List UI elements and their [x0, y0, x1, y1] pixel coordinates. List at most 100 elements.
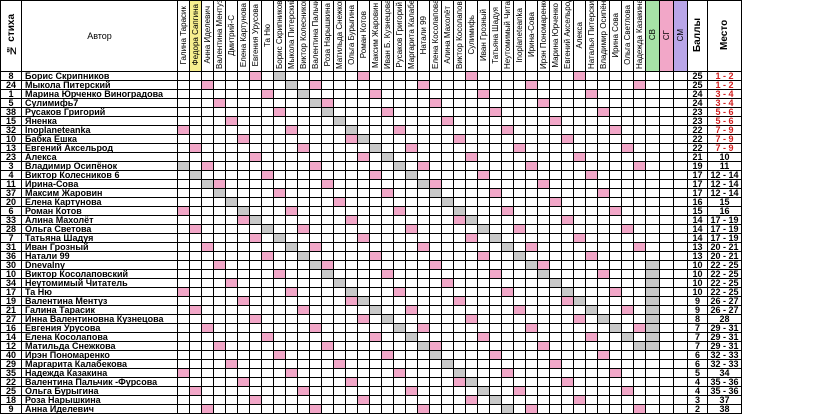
- vote-cell: [465, 71, 478, 81]
- vote-cell: [585, 287, 598, 297]
- stix-number: 30: [0, 260, 22, 270]
- sv-cell: [645, 98, 660, 108]
- vote-cell: [273, 350, 286, 360]
- vote-cell: [225, 188, 238, 198]
- vote-cell: [453, 341, 466, 351]
- vote-cell: [465, 80, 478, 90]
- vote-cell: [225, 404, 238, 414]
- vote-cell: [597, 260, 610, 270]
- vote-cell: [549, 296, 562, 306]
- vote-cell: [297, 125, 310, 135]
- vote-cell: [513, 368, 526, 378]
- header-sv-label: СВ: [648, 29, 657, 41]
- vote-cell: [585, 206, 598, 216]
- sg-cell: [659, 404, 674, 414]
- vote-cell: [309, 206, 322, 216]
- vote-cell: [597, 197, 610, 207]
- vote-cell: [309, 242, 322, 252]
- vote-cell: [261, 368, 274, 378]
- sg-cell: [659, 143, 674, 153]
- vote-cell: [609, 197, 622, 207]
- vote-cell: [381, 395, 394, 405]
- vote-cell: [441, 233, 454, 243]
- vote-cell: [225, 107, 238, 117]
- vote-cell: [549, 395, 562, 405]
- vote-cell: [405, 143, 418, 153]
- header-judge: Валентина Пальчик: [309, 0, 322, 72]
- vote-cell: [237, 116, 250, 126]
- vote-cell: [633, 332, 646, 342]
- vote-cell: [273, 332, 286, 342]
- vote-cell: [201, 116, 214, 126]
- table-row: 22 Валентина Пальчик -Фурсова 4 35 - 36: [0, 377, 742, 387]
- vote-cell: [237, 125, 250, 135]
- vote-cell: [261, 80, 274, 90]
- vote-cell: [465, 224, 478, 234]
- header-judge: Роза Нарышкина: [321, 0, 334, 72]
- vote-cell: [273, 224, 286, 234]
- vote-cell: [477, 359, 490, 369]
- header-judge-label: Ольга Бурыгина: [347, 5, 356, 65]
- score-cell: 23: [687, 107, 708, 117]
- vote-cell: [441, 242, 454, 252]
- vote-cell: [405, 224, 418, 234]
- vote-cell: [225, 197, 238, 207]
- header-judge-label: Евгения Урусова: [251, 3, 260, 67]
- vote-cell: [177, 251, 190, 261]
- vote-cell: [453, 323, 466, 333]
- vote-cell: [561, 107, 574, 117]
- author-name: Максим Жаровин: [21, 188, 178, 198]
- vote-cell: [441, 179, 454, 189]
- vote-cell: [633, 278, 646, 288]
- vote-cell: [405, 314, 418, 324]
- sm-cell: [673, 215, 688, 225]
- vote-cell: [225, 386, 238, 396]
- place-cell: 22 - 25: [707, 287, 742, 297]
- vote-cell: [489, 224, 502, 234]
- vote-cell: [561, 116, 574, 126]
- vote-cell: [357, 314, 370, 324]
- sm-cell: [673, 278, 688, 288]
- vote-cell: [249, 143, 262, 153]
- sm-cell: [673, 89, 688, 99]
- vote-cell: [549, 278, 562, 288]
- vote-cell: [237, 287, 250, 297]
- vote-cell: [441, 125, 454, 135]
- vote-cell: [249, 197, 262, 207]
- vote-cell: [297, 260, 310, 270]
- vote-cell: [237, 368, 250, 378]
- vote-cell: [573, 278, 586, 288]
- vote-cell: [177, 152, 190, 162]
- vote-cell: [297, 71, 310, 81]
- vote-cell: [249, 116, 262, 126]
- vote-cell: [321, 71, 334, 81]
- vote-cell: [441, 143, 454, 153]
- vote-cell: [213, 206, 226, 216]
- vote-cell: [549, 116, 562, 126]
- vote-cell: [273, 161, 286, 171]
- vote-cell: [369, 71, 382, 81]
- stix-number: 10: [0, 269, 22, 279]
- vote-cell: [345, 359, 358, 369]
- vote-cell: [321, 341, 334, 351]
- vote-cell: [285, 251, 298, 261]
- vote-cell: [357, 116, 370, 126]
- header-sm-label: СМ: [676, 28, 685, 42]
- vote-cell: [549, 287, 562, 297]
- author-name: Dnevalny: [21, 260, 178, 270]
- vote-cell: [237, 224, 250, 234]
- vote-cell: [513, 395, 526, 405]
- vote-cell: [285, 404, 298, 414]
- vote-cell: [357, 98, 370, 108]
- vote-cell: [333, 368, 346, 378]
- vote-cell: [285, 161, 298, 171]
- vote-cell: [297, 233, 310, 243]
- vote-cell: [405, 80, 418, 90]
- vote-cell: [537, 332, 550, 342]
- place-cell: 15: [707, 197, 742, 207]
- vote-cell: [477, 80, 490, 90]
- vote-cell: [585, 350, 598, 360]
- vote-cell: [321, 224, 334, 234]
- vote-cell: [201, 179, 214, 189]
- vote-cell: [345, 71, 358, 81]
